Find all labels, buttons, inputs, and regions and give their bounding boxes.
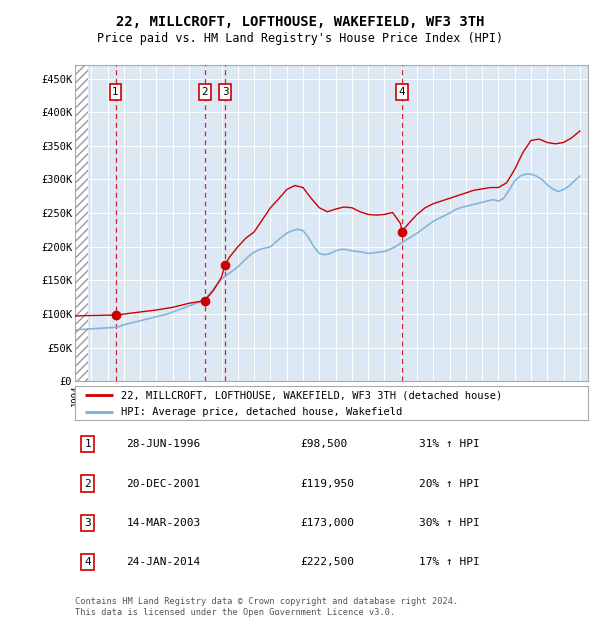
Text: 4: 4 [85, 557, 91, 567]
Text: HPI: Average price, detached house, Wakefield: HPI: Average price, detached house, Wake… [121, 407, 403, 417]
Text: £222,500: £222,500 [301, 557, 355, 567]
Text: 3: 3 [85, 518, 91, 528]
Text: 14-MAR-2003: 14-MAR-2003 [127, 518, 200, 528]
Text: 20-DEC-2001: 20-DEC-2001 [127, 479, 200, 489]
Text: £173,000: £173,000 [301, 518, 355, 528]
Text: 24-JAN-2014: 24-JAN-2014 [127, 557, 200, 567]
Text: £119,950: £119,950 [301, 479, 355, 489]
Text: 17% ↑ HPI: 17% ↑ HPI [419, 557, 479, 567]
Text: 1: 1 [112, 87, 119, 97]
Text: 22, MILLCROFT, LOFTHOUSE, WAKEFIELD, WF3 3TH: 22, MILLCROFT, LOFTHOUSE, WAKEFIELD, WF3… [116, 16, 484, 29]
Text: 30% ↑ HPI: 30% ↑ HPI [419, 518, 479, 528]
Text: 22, MILLCROFT, LOFTHOUSE, WAKEFIELD, WF3 3TH (detached house): 22, MILLCROFT, LOFTHOUSE, WAKEFIELD, WF3… [121, 391, 502, 401]
Text: 2: 2 [85, 479, 91, 489]
Text: 4: 4 [398, 87, 405, 97]
Text: 28-JUN-1996: 28-JUN-1996 [127, 440, 200, 450]
Text: 31% ↑ HPI: 31% ↑ HPI [419, 440, 479, 450]
Text: Contains HM Land Registry data © Crown copyright and database right 2024.
This d: Contains HM Land Registry data © Crown c… [75, 598, 458, 617]
Text: £98,500: £98,500 [301, 440, 348, 450]
Text: Price paid vs. HM Land Registry's House Price Index (HPI): Price paid vs. HM Land Registry's House … [97, 32, 503, 45]
Text: 1: 1 [85, 440, 91, 450]
Text: 2: 2 [202, 87, 208, 97]
Text: 20% ↑ HPI: 20% ↑ HPI [419, 479, 479, 489]
Text: 3: 3 [221, 87, 229, 97]
